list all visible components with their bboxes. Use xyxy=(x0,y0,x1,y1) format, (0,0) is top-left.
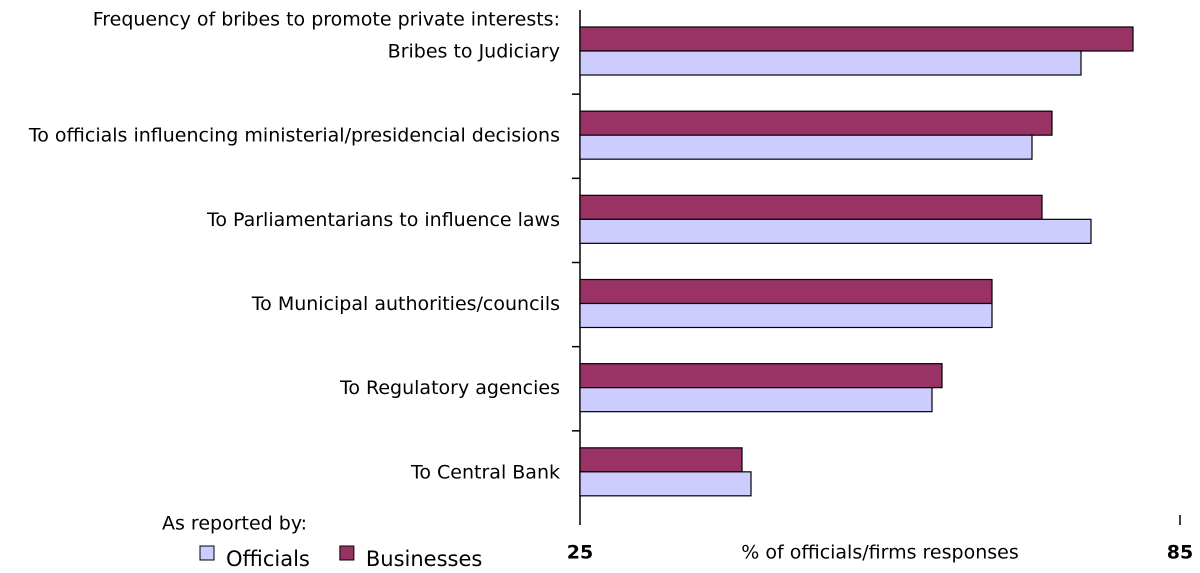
bar xyxy=(579,218,1092,244)
legend-label: Officials xyxy=(226,547,310,571)
legend-swatch xyxy=(199,545,215,561)
bar xyxy=(579,26,1134,52)
y-tick-label: To officials influencing ministerial/pre… xyxy=(28,125,560,147)
bar xyxy=(579,447,743,473)
chart-title: Frequency of bribes to promote private i… xyxy=(93,9,560,31)
bar xyxy=(579,302,993,329)
legend-label: Businesses xyxy=(366,547,482,571)
x-axis-label: % of officials/firms responses xyxy=(741,542,1018,564)
bar xyxy=(579,110,1053,136)
x-tick-label: 25 xyxy=(567,542,593,564)
bar xyxy=(579,471,752,497)
legend-title: As reported by: xyxy=(162,513,307,535)
bar xyxy=(579,363,943,389)
bar xyxy=(579,387,933,413)
bar xyxy=(579,134,1033,160)
y-tick-label: To Central Bank xyxy=(410,461,560,483)
y-tick-label: To Regulatory agencies xyxy=(339,377,560,399)
y-tick-label: To Municipal authorities/councils xyxy=(251,293,560,315)
bar xyxy=(579,50,1082,76)
x-tick-label: 85 xyxy=(1167,542,1193,564)
y-tick-label: Bribes to Judiciary xyxy=(388,41,560,63)
bar xyxy=(579,194,1043,220)
legend-swatch xyxy=(339,545,355,561)
y-tick-label: To Parliamentarians to influence laws xyxy=(206,209,560,231)
bar xyxy=(579,278,993,305)
